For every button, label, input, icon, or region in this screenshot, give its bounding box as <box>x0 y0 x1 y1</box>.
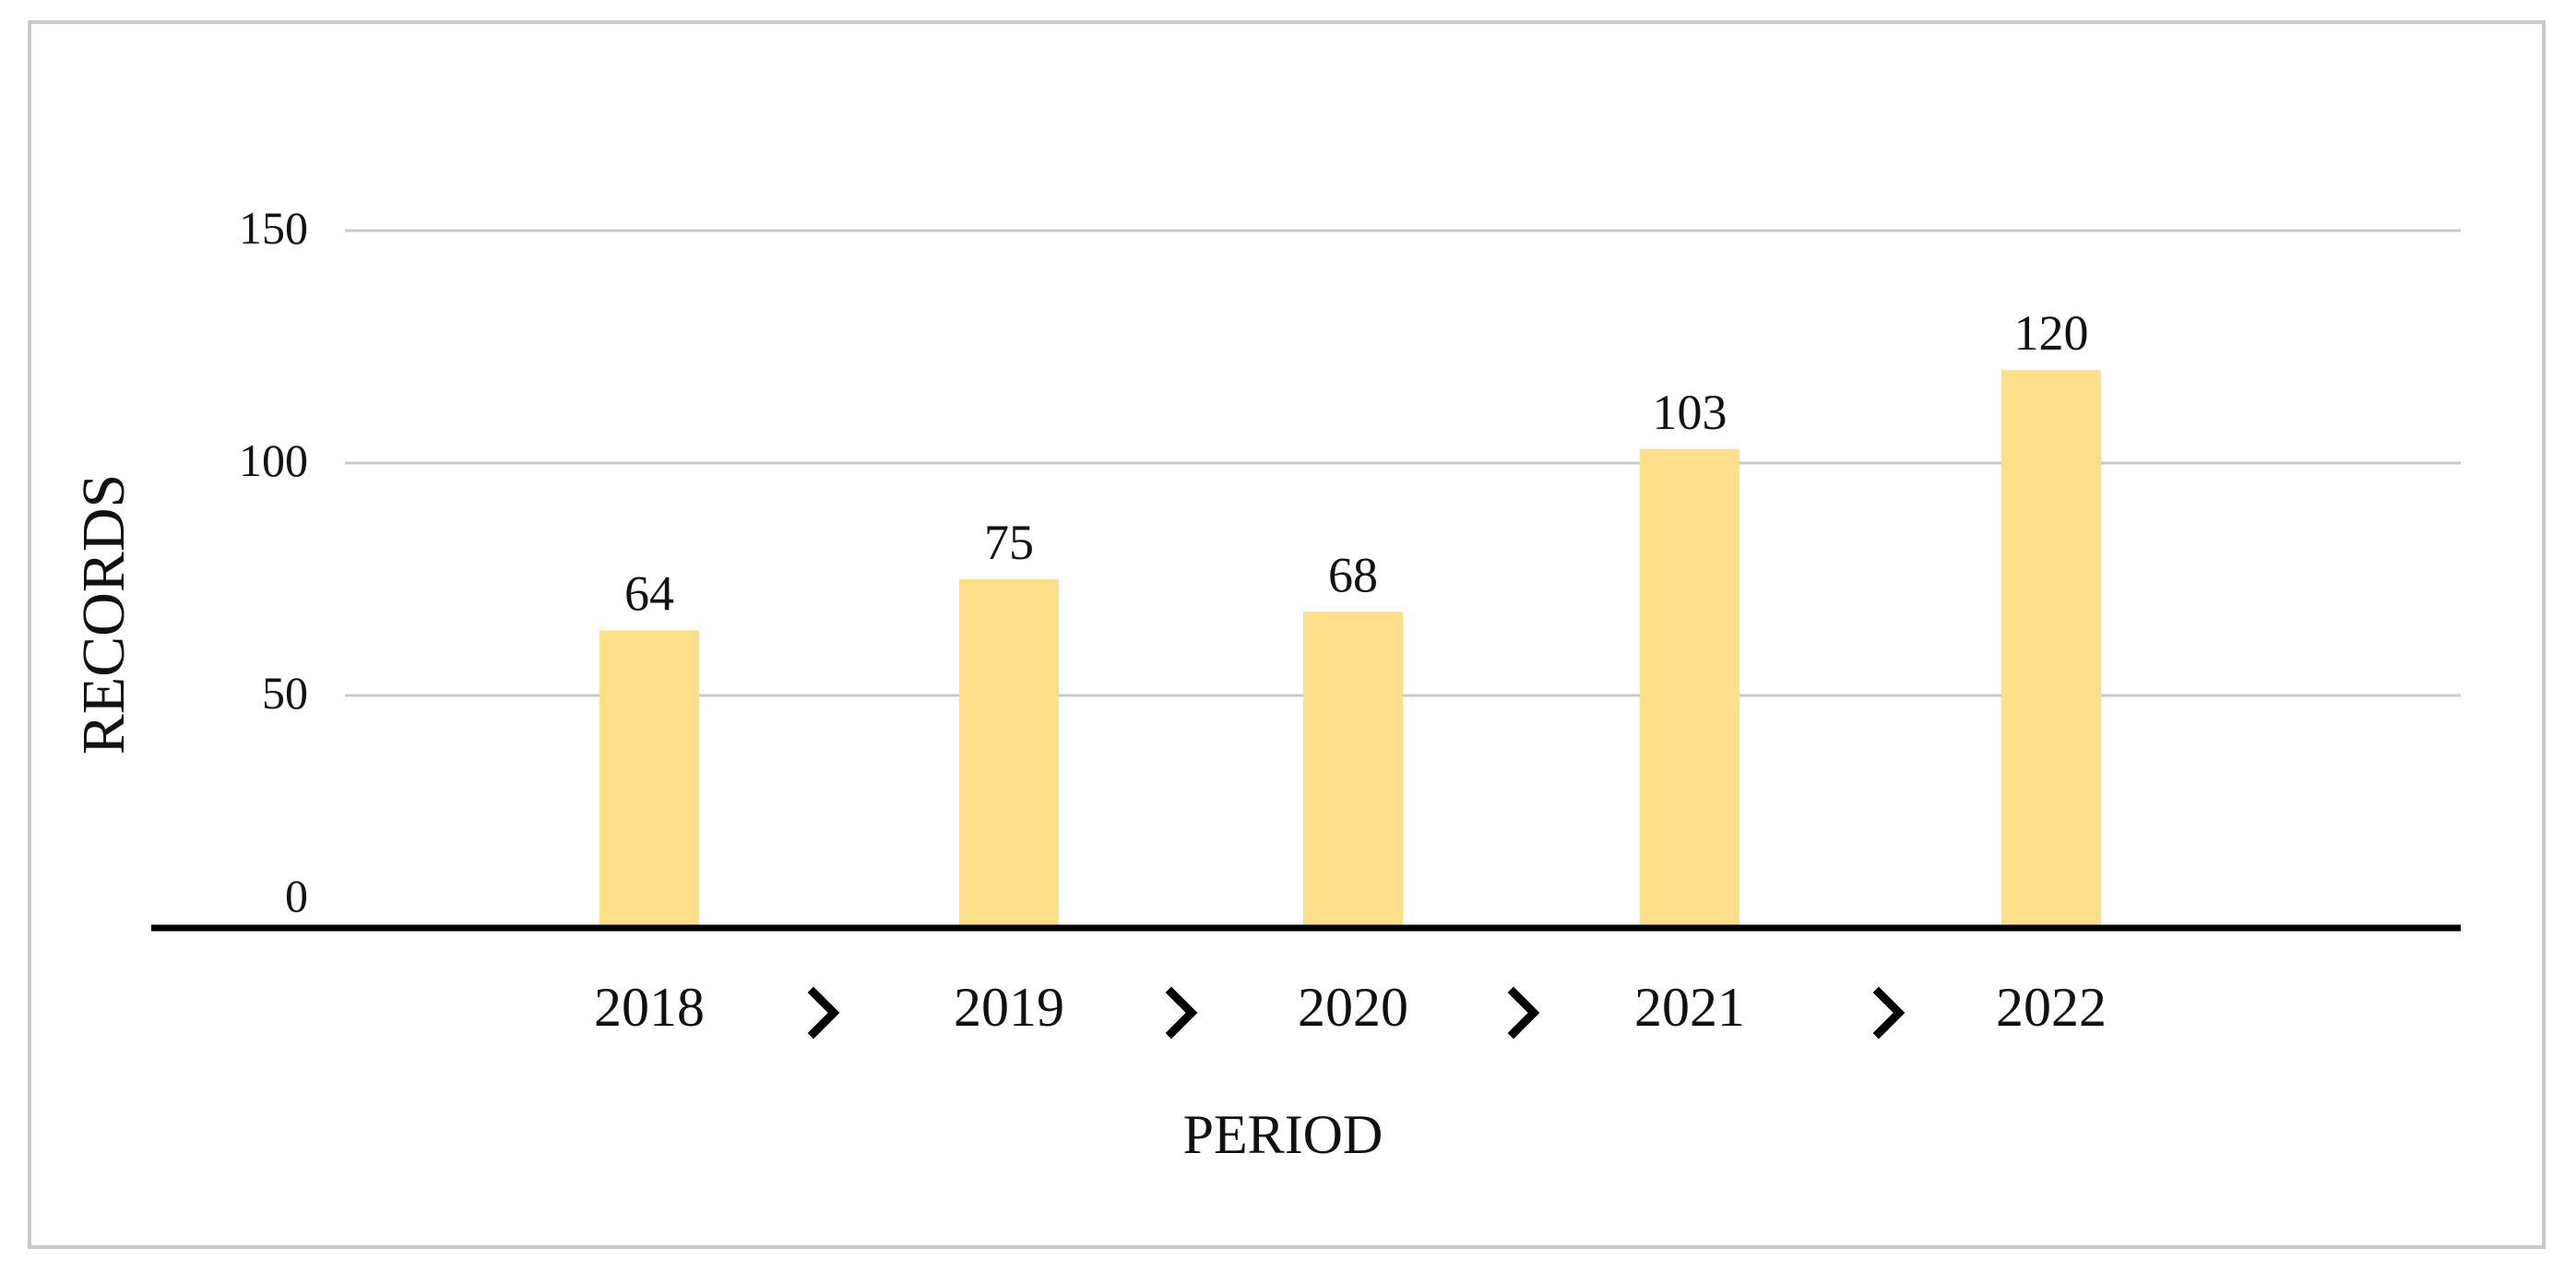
chart-frame: 64 75 68 103 120 0 50 100 150 2018 2019 2020 2021 2… <box>28 20 2546 1249</box>
bar <box>599 630 699 928</box>
bar <box>959 579 1059 928</box>
y-tick-label: 50 <box>262 667 308 719</box>
data-label: 64 <box>624 565 674 621</box>
category-separators <box>807 986 1905 1040</box>
x-tick-label: 2018 <box>594 977 705 1038</box>
bar <box>1640 448 1739 928</box>
data-label: 120 <box>2014 305 2089 361</box>
y-tick-label: 100 <box>239 434 308 486</box>
chevron-right-icon <box>807 986 840 1040</box>
x-tick-label: 2022 <box>1996 977 2107 1038</box>
x-tick-label: 2020 <box>1298 977 1408 1038</box>
y-tick-labels: 0 50 100 150 <box>239 202 308 921</box>
data-label: 103 <box>1653 385 1727 440</box>
y-tick-label: 0 <box>285 870 308 921</box>
x-tick-labels: 2018 2019 2020 2021 2022 <box>594 977 2107 1038</box>
bar <box>2001 370 2101 928</box>
chevron-right-icon <box>1165 986 1198 1040</box>
chevron-right-icon <box>1872 986 1905 1040</box>
chevron-right-icon <box>1507 986 1540 1040</box>
data-label: 75 <box>984 515 1034 570</box>
data-label: 68 <box>1328 547 1378 602</box>
y-axis-label: RECORDS <box>70 474 137 755</box>
x-axis-label: PERIOD <box>1183 1104 1383 1165</box>
x-tick-label: 2021 <box>1634 977 1745 1038</box>
bar <box>1303 612 1403 928</box>
x-tick-label: 2019 <box>954 977 1064 1038</box>
bars <box>599 370 2101 928</box>
data-labels: 64 75 68 103 120 <box>624 305 2089 621</box>
y-tick-label: 150 <box>239 202 308 254</box>
